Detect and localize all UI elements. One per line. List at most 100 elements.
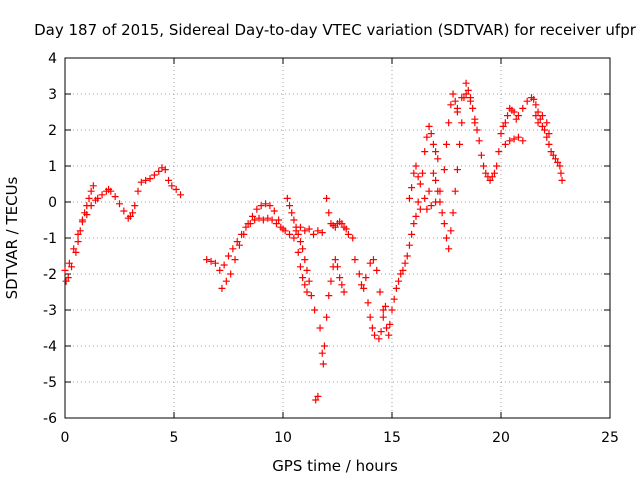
data-point [458,94,466,102]
data-point [235,241,243,249]
data-point [519,137,527,145]
data-point [305,225,313,233]
data-point [83,211,91,219]
data-point [270,207,278,215]
data-point [299,245,307,253]
data-point [264,214,272,222]
tick-label-y: -5 [43,375,57,391]
tick-label-x: 0 [61,430,70,446]
tick-label-x: 15 [383,430,401,446]
data-point [65,259,73,267]
data-point [310,230,318,238]
data-point [318,349,326,357]
tick-label-y: 0 [48,195,57,211]
data-point [240,230,248,238]
data-point [371,331,379,339]
data-point [211,259,219,267]
data-point [462,90,470,98]
data-point [220,261,228,269]
data-point [388,306,396,314]
data-point [425,187,433,195]
data-point [440,220,448,228]
data-point [538,122,546,130]
data-point [445,119,453,127]
data-point [480,162,488,170]
data-point [294,230,302,238]
data-point [76,227,84,235]
data-point [111,193,119,201]
data-point [466,97,474,105]
data-point [519,104,527,112]
data-point [323,194,331,202]
tick-label-x: 20 [492,430,510,446]
data-point [532,112,540,120]
data-point [506,137,514,145]
data-point [155,167,163,175]
data-point [408,184,416,192]
x-axis-label: GPS time / hours [272,457,398,475]
data-point [303,266,311,274]
data-point [279,225,287,233]
chart-title: Day 187 of 2015, Sidereal Day-to-day VTE… [34,21,637,39]
data-point [98,191,106,199]
data-point [412,212,420,220]
data-point [120,207,128,215]
data-point [557,169,565,177]
y-axis-label: SDTVAR / TECUs [3,176,21,299]
data-point [368,324,376,332]
data-point [385,331,393,339]
data-point [142,176,150,184]
data-point [362,274,370,282]
data-point [386,320,394,328]
data-point [351,256,359,264]
data-point [259,216,267,224]
tick-label-y: -1 [43,231,57,247]
data-point [299,274,307,282]
data-point [495,148,503,156]
data-point [231,256,239,264]
data-point [512,115,520,123]
data-point [504,112,512,120]
tick-label-x: 5 [170,430,179,446]
data-point [419,169,427,177]
data-point [432,148,440,156]
data-point [369,256,377,264]
data-point [414,198,422,206]
data-point [296,238,304,246]
data-point [432,176,440,184]
data-point [360,284,368,292]
data-point [469,104,477,112]
data-point [325,209,333,217]
data-point [383,324,391,332]
data-point [116,200,123,208]
data-point [486,176,494,184]
data-point [438,209,446,217]
data-point [547,148,555,156]
data-point [323,313,331,321]
data-point [451,187,459,195]
data-point [541,126,549,134]
data-point [216,266,224,274]
data-point [87,187,95,195]
data-point [403,252,411,260]
data-point [305,277,313,285]
data-point [449,209,457,217]
data-point [70,245,78,253]
data-point [296,223,304,231]
data-point [318,229,326,237]
data-point [510,108,518,116]
data-point [172,185,180,193]
data-point [72,248,80,256]
data-point [257,202,265,210]
data-point [227,270,235,278]
data-point [177,191,185,199]
data-point [395,277,403,285]
data-point [275,216,283,224]
data-point [405,241,413,249]
data-point [286,230,294,238]
data-point [366,313,374,321]
data-point [414,173,422,181]
data-point [445,245,453,253]
data-point [436,187,444,195]
data-point [68,263,76,271]
